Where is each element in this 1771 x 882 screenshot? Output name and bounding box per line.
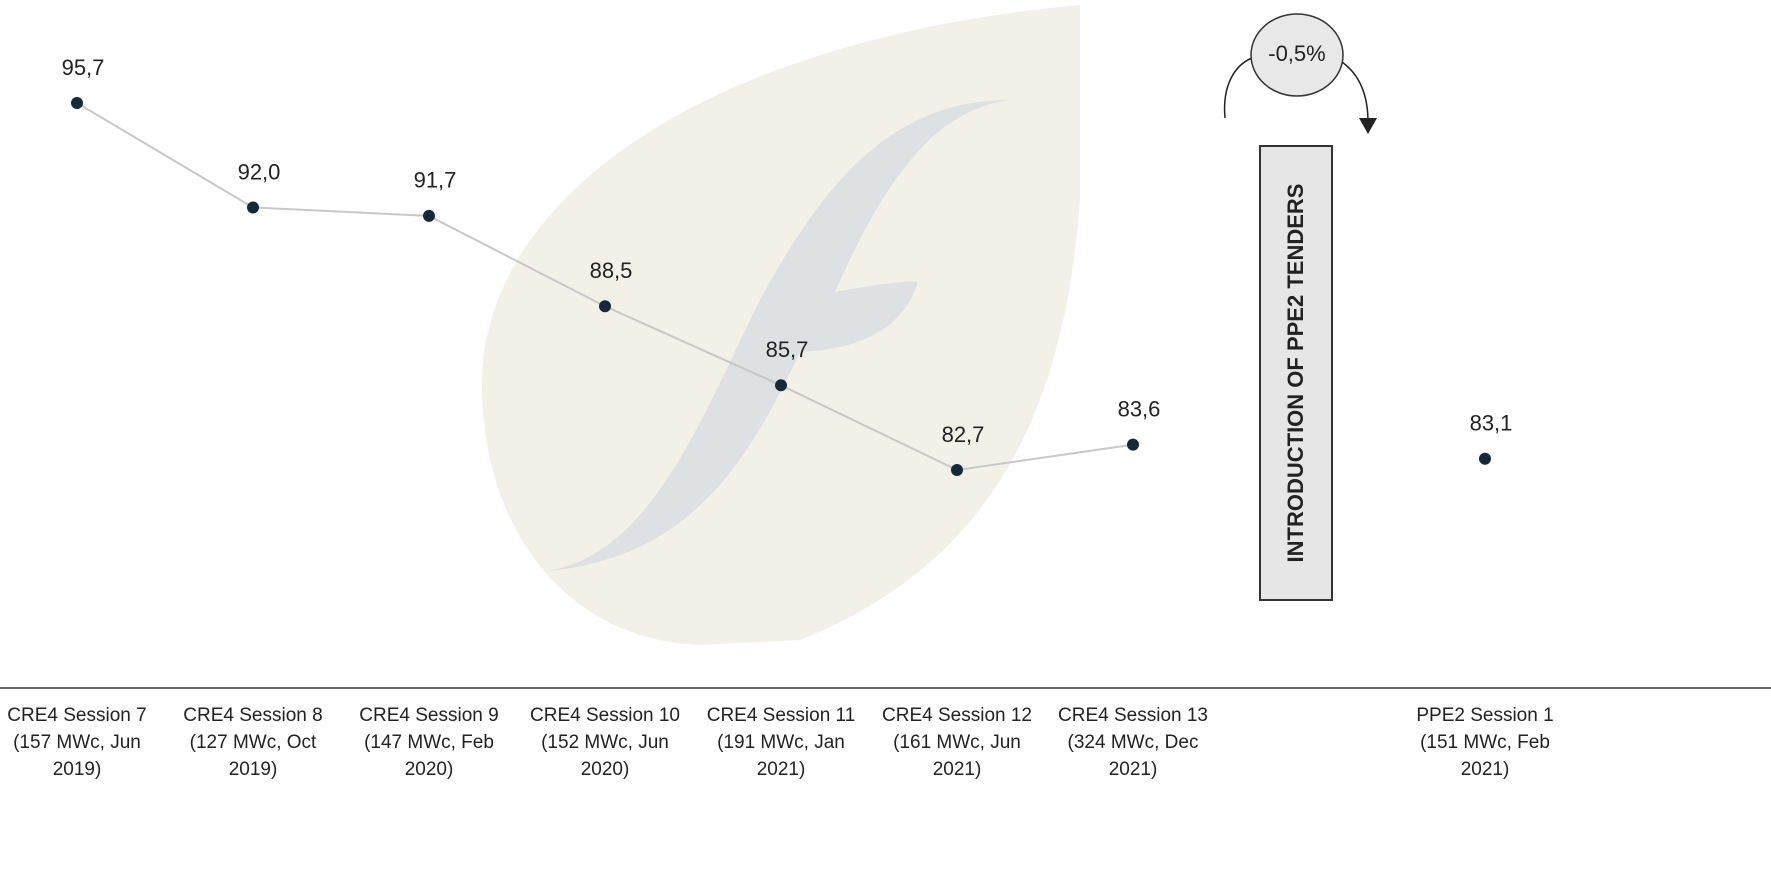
x-tick-label: CRE4 Session 13 (324 MWc, Dec 2021) (1048, 702, 1218, 783)
x-tick-label: CRE4 Session 9 (147 MWc, Feb 2020) (344, 702, 514, 783)
annotation-box-label: INTRODUCTION OF PPE2 TENDERS (1283, 184, 1308, 563)
x-tick-label: CRE4 Session 10 (152 MWc, Jun 2020) (520, 702, 690, 783)
x-tick-label: PPE2 Session 1 (151 MWc, Feb 2021) (1400, 702, 1570, 783)
data-label: 83,1 (1470, 411, 1513, 436)
marker (71, 97, 83, 109)
data-label: 92,0 (238, 159, 281, 184)
arrow-head (1359, 118, 1377, 134)
x-tick-label: CRE4 Session 11 (191 MWc, Jan 2021) (696, 702, 866, 783)
marker (247, 201, 259, 213)
marker (1479, 453, 1491, 465)
data-label: 91,7 (414, 168, 457, 193)
x-tick-label: CRE4 Session 7 (157 MWc, Jun 2019) (0, 702, 162, 783)
marker (599, 300, 611, 312)
data-label: 83,6 (1118, 396, 1161, 421)
arrow-left (1225, 58, 1252, 118)
data-label: 85,7 (766, 337, 809, 362)
chart: -0,5% INTRODUCTION OF PPE2 TENDERS 95,7 9… (0, 0, 1771, 882)
data-label: 88,5 (590, 258, 633, 283)
marker (423, 210, 435, 222)
data-label: 82,7 (942, 422, 985, 447)
arrow-right (1342, 62, 1368, 122)
change-label: -0,5% (1268, 41, 1325, 66)
marker (1127, 439, 1139, 451)
data-label: 95,7 (62, 55, 105, 80)
x-tick-label: CRE4 Session 8 (127 MWc, Oct 2019) (168, 702, 338, 783)
x-tick-label: CRE4 Session 12 (161 MWc, Jun 2021) (872, 702, 1042, 783)
marker (951, 464, 963, 476)
marker (775, 379, 787, 391)
